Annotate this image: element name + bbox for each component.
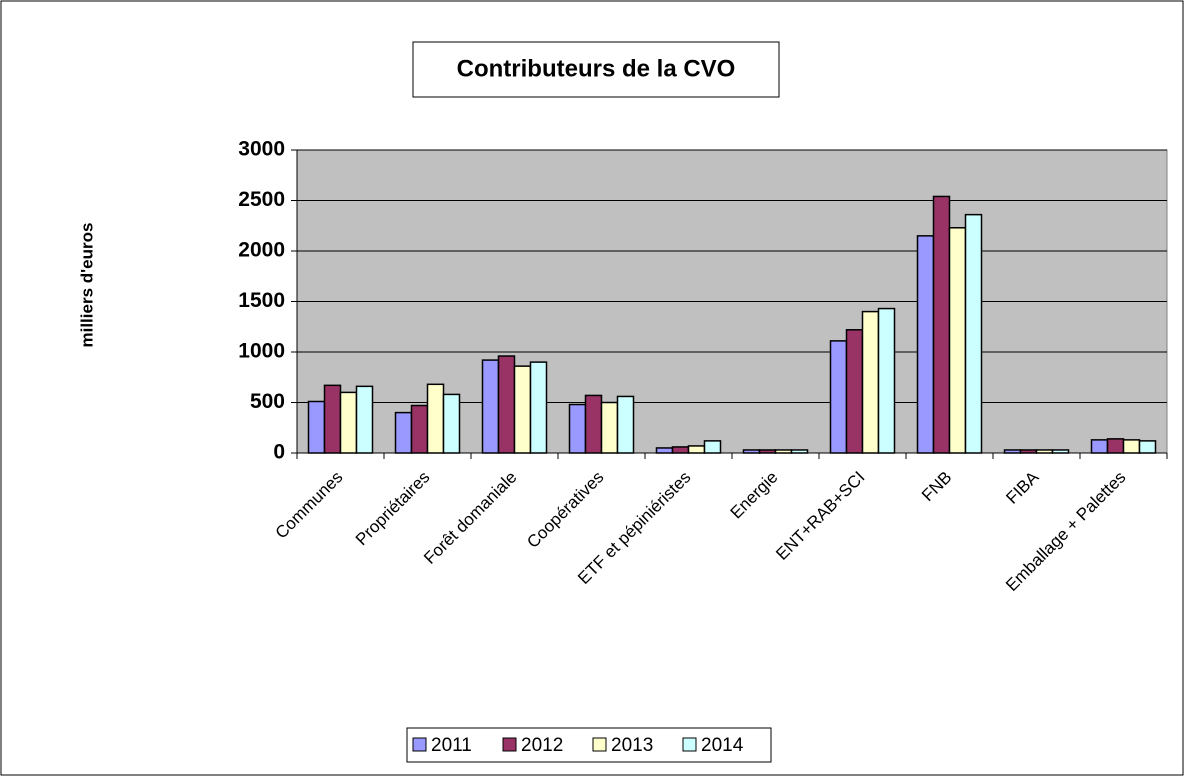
- bar: [877, 307, 896, 454]
- bar: [1019, 449, 1038, 454]
- bar: [742, 449, 761, 454]
- chart-title: Contributeurs de la CVO: [457, 55, 736, 82]
- bar: [790, 449, 809, 454]
- bar: [845, 329, 864, 454]
- legend-label: 2012: [521, 735, 563, 756]
- y-tick-label: 1500: [238, 289, 285, 312]
- bar: [758, 449, 777, 454]
- y-tick-label: 3000: [238, 138, 285, 161]
- bar: [355, 385, 374, 454]
- bar: [497, 355, 516, 454]
- legend-swatch: [592, 737, 607, 752]
- y-tick-label: 2500: [238, 188, 285, 211]
- bar: [410, 404, 429, 454]
- legend-box: [406, 727, 772, 763]
- bar: [829, 340, 848, 454]
- bar: [1106, 438, 1125, 454]
- bar: [1138, 440, 1157, 454]
- bar: [584, 394, 603, 454]
- title-box: [412, 41, 780, 98]
- bar: [687, 445, 706, 454]
- bar: [861, 310, 880, 454]
- bar: [339, 391, 358, 454]
- bar: [703, 440, 722, 454]
- bar: [1035, 449, 1054, 454]
- bar: [948, 227, 967, 454]
- bar: [655, 447, 674, 454]
- bar: [1090, 439, 1109, 454]
- bar: [616, 395, 635, 454]
- bar: [1122, 439, 1141, 454]
- y-tick-label: 2000: [238, 239, 285, 262]
- bar: [916, 235, 935, 454]
- bar: [426, 383, 445, 454]
- bar: [323, 384, 342, 454]
- y-tick-label: 0: [273, 441, 285, 464]
- bar: [394, 411, 413, 454]
- bar: [932, 195, 951, 454]
- legend-label: 2011: [431, 735, 472, 756]
- bar: [774, 449, 793, 454]
- bar: [481, 359, 500, 454]
- legend-label: 2013: [611, 735, 653, 756]
- bar: [529, 361, 548, 454]
- bar: [307, 400, 326, 454]
- legend-swatch: [502, 737, 517, 752]
- y-tick-label: 1000: [238, 340, 285, 363]
- bar: [513, 365, 532, 454]
- bar: [1051, 449, 1070, 454]
- legend-swatch: [682, 737, 697, 752]
- legend-label: 2014: [701, 735, 744, 756]
- bar: [442, 393, 461, 454]
- bar: [671, 446, 690, 454]
- bar: [1003, 449, 1022, 454]
- bar: [964, 213, 983, 454]
- y-axis-label: milliers d'euros: [77, 223, 96, 348]
- bar: [568, 403, 587, 454]
- legend-swatch: [412, 737, 427, 752]
- y-tick-label: 500: [250, 390, 285, 413]
- bar: [600, 401, 619, 454]
